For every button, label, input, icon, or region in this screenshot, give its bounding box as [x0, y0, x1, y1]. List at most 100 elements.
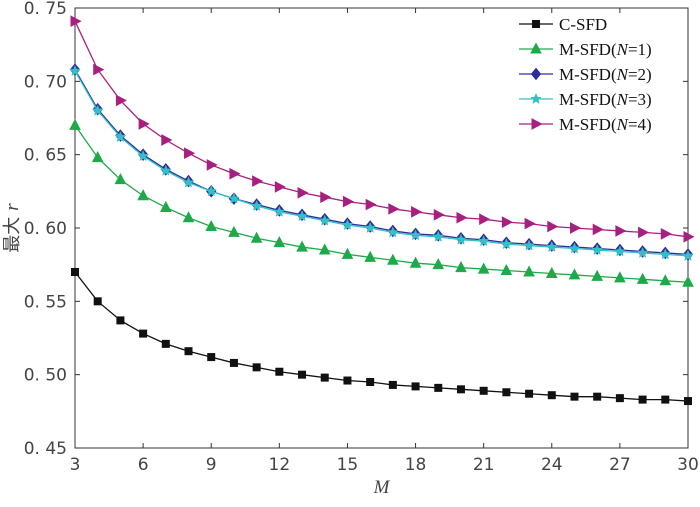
data-point [69, 64, 81, 77]
y-axis-label: 最大 r [2, 203, 23, 253]
data-point [114, 130, 127, 143]
data-point [207, 353, 216, 362]
data-point [525, 389, 534, 398]
data-point [229, 167, 241, 180]
data-point [366, 378, 375, 386]
x-tick-label: 24 [541, 455, 563, 475]
y-tick-label: 0. 75 [24, 0, 67, 19]
data-point [341, 247, 354, 259]
data-point [206, 159, 218, 171]
data-point [297, 186, 309, 199]
data-point [388, 203, 400, 215]
data-point [115, 94, 127, 107]
series-line [74, 70, 689, 257]
data-point [137, 149, 149, 162]
data-point [250, 231, 263, 243]
data-point [205, 219, 218, 232]
data-point [184, 147, 196, 160]
data-point [477, 235, 490, 247]
data-point [273, 236, 286, 248]
data-point [250, 199, 263, 211]
data-point [638, 226, 650, 239]
x-axis-label: M [373, 477, 391, 498]
data-point [159, 164, 172, 176]
data-point [591, 243, 604, 255]
data-point [320, 191, 332, 204]
data-point [273, 205, 286, 217]
data-point [568, 268, 581, 280]
data-point [342, 195, 355, 208]
series-line [74, 69, 689, 256]
data-point [479, 213, 491, 226]
legend-item: M-SFD(N=1) [519, 40, 652, 59]
data-point [364, 221, 377, 233]
y-tick-label: 0. 70 [24, 72, 67, 92]
data-point [298, 370, 307, 379]
series-4 [69, 64, 694, 261]
data-point [659, 274, 672, 286]
legend: C-SFD M-SFD(N=1) M-SFD(N=2) M-SFD(N=3) M-SFD… [519, 15, 652, 134]
data-point [228, 225, 240, 237]
data-point [614, 245, 626, 257]
legend-label: M-SFD(N=3) [559, 90, 652, 109]
data-point [71, 268, 79, 276]
data-point [182, 211, 195, 223]
x-tick-label: 21 [473, 455, 495, 475]
x-tick-label: 15 [337, 455, 359, 475]
data-point [569, 222, 582, 234]
data-point [479, 386, 488, 395]
data-point [524, 217, 536, 230]
data-point [455, 261, 467, 273]
data-point [591, 269, 604, 281]
data-point [682, 275, 694, 287]
data-point [386, 226, 399, 238]
data-point [318, 243, 331, 255]
series-1 [71, 268, 692, 406]
y-tick-label: 0. 65 [24, 146, 67, 166]
legend-marker [530, 92, 542, 104]
legend-item: M-SFD(N=4) [519, 115, 652, 134]
data-point [228, 192, 240, 204]
x-tick-label: 3 [70, 455, 81, 475]
legend-marker [530, 67, 542, 81]
data-point [387, 253, 399, 265]
legend-marker [531, 118, 543, 130]
data-point [161, 339, 170, 348]
data-point [456, 211, 468, 224]
data-point [545, 240, 558, 253]
series-layer [69, 15, 695, 406]
data-point [638, 395, 647, 404]
data-point [138, 118, 150, 130]
data-point [114, 173, 127, 185]
data-point [660, 228, 672, 240]
legend-item: C-SFD [519, 15, 607, 34]
data-point [523, 239, 535, 251]
data-point [274, 181, 286, 193]
legend-label: C-SFD [559, 15, 607, 34]
data-point [683, 230, 695, 243]
data-point [205, 185, 218, 197]
data-point [615, 225, 627, 237]
y-axis-label-symbol: r [2, 203, 23, 211]
data-point [636, 246, 649, 258]
legend-label: M-SFD(N=1) [559, 40, 652, 59]
data-point [614, 271, 626, 283]
data-point [432, 258, 445, 270]
data-point [93, 297, 102, 306]
x-tick-label: 18 [405, 455, 427, 475]
data-point [615, 394, 624, 403]
legend-marker [532, 20, 540, 28]
data-point [91, 104, 104, 116]
data-point [139, 329, 148, 338]
data-point [636, 272, 649, 284]
data-point [296, 210, 308, 222]
data-point [252, 363, 261, 372]
data-point [93, 63, 105, 76]
data-point [570, 392, 579, 401]
data-point [593, 392, 602, 401]
data-point [477, 262, 490, 274]
legend-item: M-SFD(N=3) [519, 90, 652, 109]
legend-label: M-SFD(N=4) [559, 115, 652, 134]
data-point [545, 266, 558, 278]
series-line [74, 271, 689, 402]
